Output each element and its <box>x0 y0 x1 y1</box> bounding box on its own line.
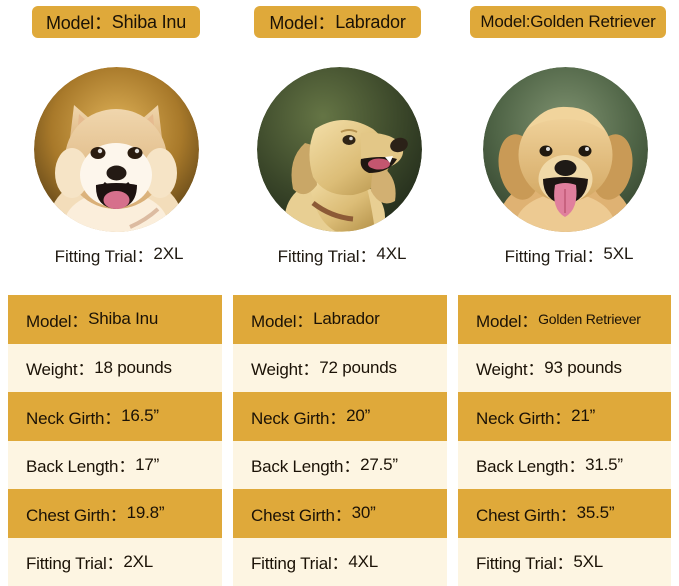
spec-table-row: Model： Shiba Inu Weight： 18 pounds Neck … <box>0 295 679 586</box>
table-row: Model： Labrador <box>233 295 447 344</box>
spec-key: Model： <box>26 311 89 331</box>
spec-value: 5XL <box>573 551 603 571</box>
fitting-trial-label-3: Fitting Trial： <box>504 246 604 266</box>
table-row: Weight： 18 pounds <box>8 343 222 392</box>
table-row: Chest Girth： 35.5” <box>458 489 671 538</box>
model-pill-value-3: Golden Retriever <box>530 12 656 31</box>
table-row: Fitting Trial： 2XL <box>8 537 222 586</box>
spec-value: 35.5” <box>576 503 615 523</box>
fitting-trial-value-1: 2XL <box>153 244 184 263</box>
labrador-spec-table: Model： Labrador Weight： 72 pounds Neck G… <box>233 295 447 586</box>
spec-value: 4XL <box>348 551 378 571</box>
shiba-inu-spec-table: Model： Shiba Inu Weight： 18 pounds Neck … <box>8 295 222 586</box>
table-row: Neck Girth： 20” <box>233 392 447 441</box>
spec-key: Back Length： <box>26 457 136 477</box>
table-row: Weight： 72 pounds <box>233 343 447 392</box>
fitting-trial-label-2: Fitting Trial： <box>277 246 377 266</box>
spec-value: 31.5” <box>585 454 623 474</box>
spec-key: Chest Girth： <box>251 505 352 525</box>
spec-value: 27.5” <box>360 454 398 474</box>
table-row: Neck Girth： 16.5” <box>8 392 222 441</box>
fitting-trial-caption-labrador: Fitting Trial： 4XL <box>257 240 427 268</box>
spec-key: Neck Girth： <box>26 408 122 428</box>
dog-portrait-golden-retriever <box>483 67 648 232</box>
table-row: Back Length： 31.5” <box>458 440 671 489</box>
dog-portrait-row <box>0 67 679 232</box>
fitting-trial-caption-row: Fitting Trial： 2XL Fitting Trial： 4XL Fi… <box>0 240 679 270</box>
fitting-trial-value-2: 4XL <box>376 244 407 263</box>
model-pill-shiba-inu: Model： Shiba Inu <box>32 6 200 38</box>
spec-value: 19.8” <box>126 503 165 523</box>
spec-key: Neck Girth： <box>476 408 572 428</box>
model-pill-labrador: Model： Labrador <box>254 6 421 38</box>
dog-portrait-shiba-inu <box>34 67 199 232</box>
model-pill-label-1: Model： <box>45 13 112 33</box>
fitting-trial-label-1: Fitting Trial： <box>54 246 154 266</box>
spec-value: Shiba Inu <box>88 309 159 329</box>
table-row: Fitting Trial： 4XL <box>233 537 447 586</box>
table-row: Back Length： 27.5” <box>233 440 447 489</box>
spec-key: Back Length： <box>476 457 586 477</box>
fitting-trial-value-3: 5XL <box>603 244 634 263</box>
spec-value: Labrador <box>313 309 380 329</box>
spec-key: Fitting Trial： <box>26 554 124 574</box>
spec-key: Fitting Trial： <box>251 554 349 574</box>
spec-key: Weight： <box>476 360 545 380</box>
spec-key: Weight： <box>26 360 95 380</box>
table-row: Model： Shiba Inu <box>8 295 222 344</box>
spec-key: Neck Girth： <box>251 408 347 428</box>
dog-portrait-labrador <box>257 67 422 232</box>
table-row: Neck Girth： 21” <box>458 392 671 441</box>
model-pill-value-2: Labrador <box>335 11 406 32</box>
table-row: Back Length： 17” <box>8 440 222 489</box>
spec-value: 30” <box>351 503 376 523</box>
spec-value: 20” <box>346 406 371 426</box>
spec-key: Fitting Trial： <box>476 554 574 574</box>
spec-key: Back Length： <box>251 457 361 477</box>
spec-key: Model： <box>476 311 539 331</box>
golden-retriever-spec-table: Model： Golden Retriever Weight： 93 pound… <box>458 295 671 586</box>
model-pill-golden-retriever: Model: Golden Retriever <box>470 6 666 38</box>
fitting-trial-caption-shiba-inu: Fitting Trial： 2XL <box>34 240 204 268</box>
spec-value: 72 pounds <box>319 357 397 377</box>
model-pill-label-3: Model: <box>480 12 531 31</box>
table-row: Fitting Trial： 5XL <box>458 537 671 586</box>
model-pill-label-2: Model： <box>269 13 336 33</box>
spec-value: 18 pounds <box>94 357 172 377</box>
table-row: Chest Girth： 19.8” <box>8 489 222 538</box>
table-row: Weight： 93 pounds <box>458 343 671 392</box>
spec-key: Model： <box>251 311 314 331</box>
spec-key: Chest Girth： <box>476 505 577 525</box>
spec-key: Weight： <box>251 360 320 380</box>
table-row: Model： Golden Retriever <box>458 295 671 344</box>
table-row: Chest Girth： 30” <box>233 489 447 538</box>
spec-value: 93 pounds <box>544 357 622 377</box>
spec-value: 21” <box>571 406 596 426</box>
spec-value: 2XL <box>123 551 153 571</box>
model-pill-row: Model： Shiba Inu Model： Labrador Model: … <box>0 6 679 40</box>
spec-key: Chest Girth： <box>26 505 127 525</box>
spec-value: 16.5” <box>121 406 159 426</box>
spec-value: 17” <box>135 454 160 474</box>
model-pill-value-1: Shiba Inu <box>111 11 187 32</box>
fitting-trial-caption-golden-retriever: Fitting Trial： 5XL <box>483 240 655 268</box>
spec-value: Golden Retriever <box>538 311 641 328</box>
